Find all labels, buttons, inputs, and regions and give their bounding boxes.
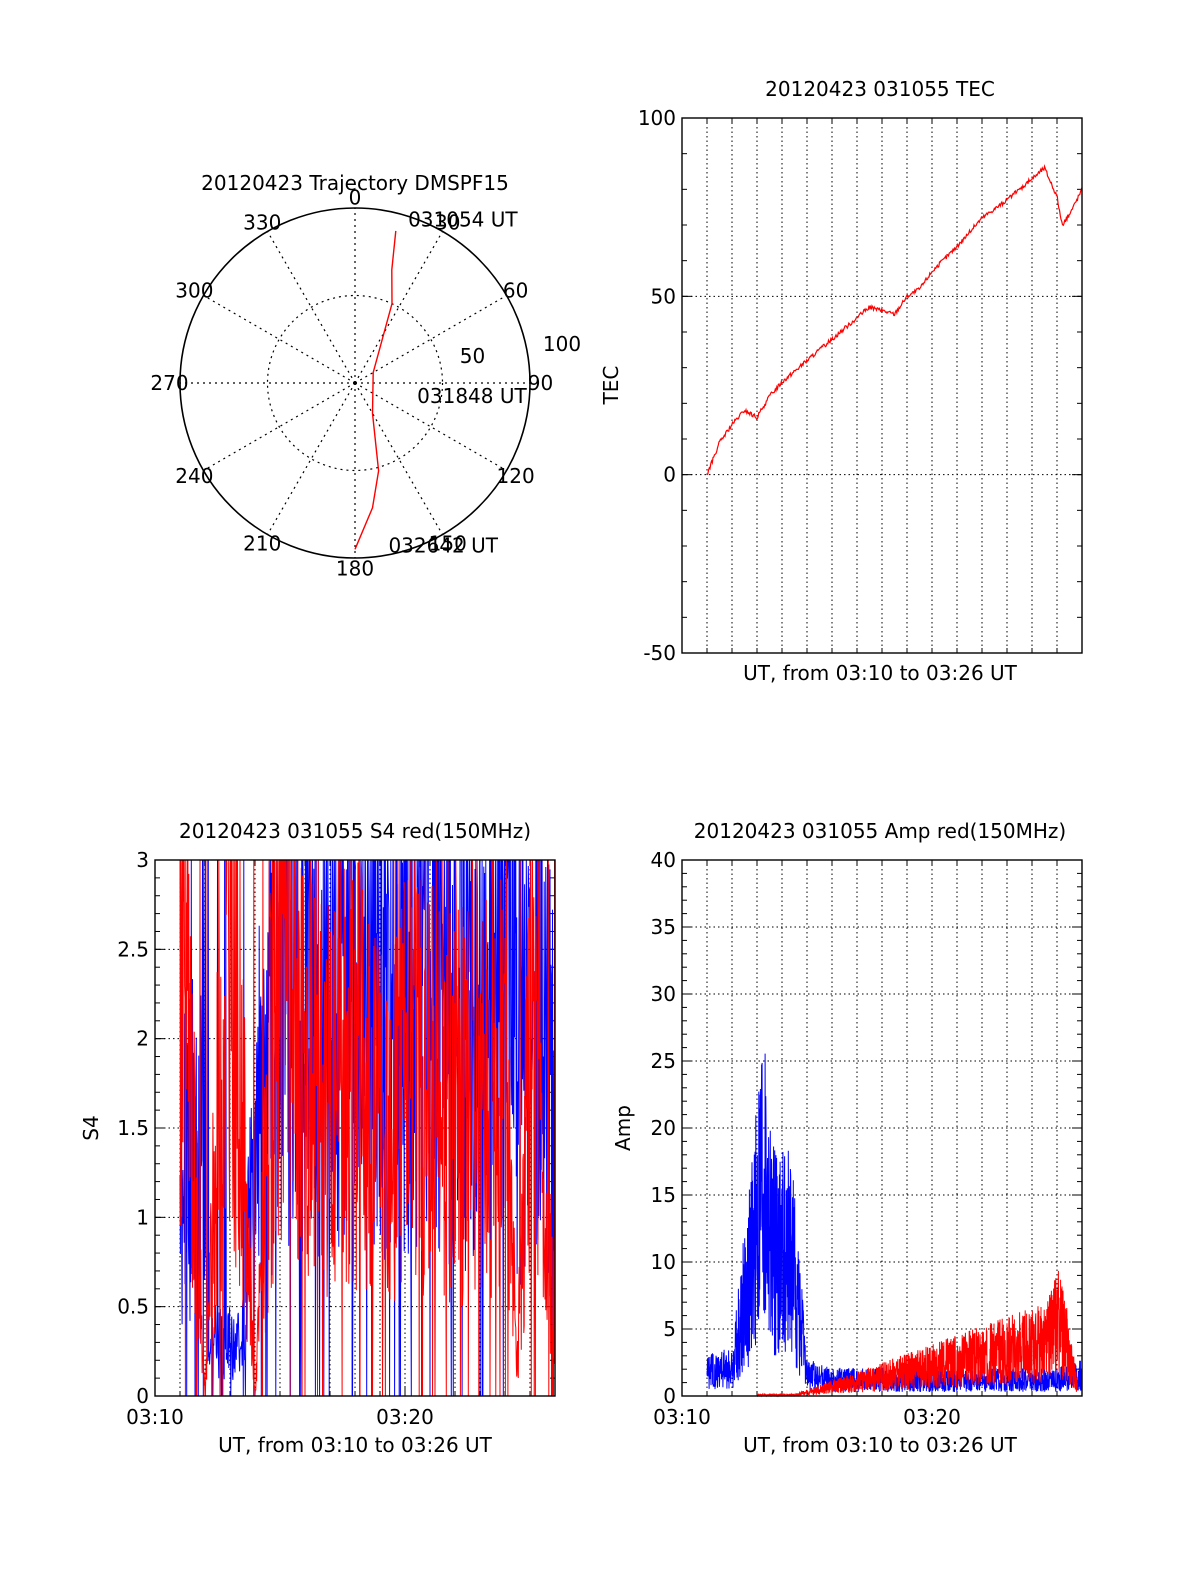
polar-azimuth-label: 60 bbox=[503, 278, 528, 302]
amp-chart: 20120423 031055 Amp red(150MHz) UT, from… bbox=[611, 819, 1083, 1457]
tec-xlabel: UT, from 03:10 to 03:26 UT bbox=[743, 661, 1018, 685]
polar-spoke bbox=[354, 382, 444, 535]
amp-xlabel: UT, from 03:10 to 03:26 UT bbox=[743, 1433, 1018, 1457]
polar-azimuth-label: 300 bbox=[175, 278, 213, 302]
y-tick-label: 10 bbox=[651, 1250, 676, 1274]
polar-azimuth-label: 150 bbox=[429, 532, 467, 556]
y-tick-label: 2 bbox=[136, 1027, 149, 1051]
polar-title: 20120423 Trajectory DMSPF15 bbox=[201, 171, 509, 195]
tec-title: 20120423 031055 TEC bbox=[765, 77, 995, 101]
polar-azimuth-label: 210 bbox=[243, 532, 281, 556]
polar-azimuth-label: 120 bbox=[497, 464, 535, 488]
plot-frame bbox=[154, 859, 556, 1397]
s4-ylabel: S4 bbox=[79, 1115, 103, 1140]
x-tick-label: 03:10 bbox=[126, 1405, 184, 1429]
plot-frame bbox=[681, 117, 1083, 654]
polar-spoke bbox=[354, 231, 444, 384]
y-tick-label: 100 bbox=[638, 106, 676, 130]
polar-time-annotation: 032642 UT bbox=[388, 533, 498, 557]
y-tick-label: 15 bbox=[651, 1183, 676, 1207]
y-tick-label: 50 bbox=[651, 284, 676, 308]
polar-spoke bbox=[203, 294, 356, 384]
polar-azimuth-label: 0 bbox=[349, 186, 362, 210]
y-tick-label: 20 bbox=[651, 1116, 676, 1140]
polar-time-annotation: 031848 UT bbox=[417, 384, 527, 408]
polar-trajectory-line bbox=[354, 230, 397, 550]
y-tick-label: 30 bbox=[651, 982, 676, 1006]
plot-frame bbox=[681, 859, 1083, 1397]
y-tick-label: 0 bbox=[663, 463, 676, 487]
polar-radial-label: 50 bbox=[460, 344, 485, 368]
y-tick-label: 0 bbox=[663, 1384, 676, 1408]
y-tick-label: 0.5 bbox=[117, 1295, 149, 1319]
polar-spoke bbox=[354, 382, 507, 472]
amp-series-blue bbox=[706, 1053, 1083, 1393]
s4-chart: 20120423 031055 S4 red(150MHz) UT, from … bbox=[79, 819, 556, 1457]
x-tick-label: 03:10 bbox=[653, 1405, 711, 1429]
y-tick-label: 25 bbox=[651, 1049, 676, 1073]
s4-xlabel: UT, from 03:10 to 03:26 UT bbox=[218, 1433, 493, 1457]
x-tick-label: 03:20 bbox=[376, 1405, 434, 1429]
polar-radial-label: 100 bbox=[543, 332, 581, 356]
amp-ylabel: Amp bbox=[611, 1105, 635, 1151]
polar-azimuth-label: 90 bbox=[528, 371, 553, 395]
y-tick-label: 3 bbox=[136, 848, 149, 872]
y-tick-label: 35 bbox=[651, 915, 676, 939]
y-tick-label: 1 bbox=[136, 1205, 149, 1229]
polar-trajectory-chart: 20120423 Trajectory DMSPF15 030609012015… bbox=[150, 171, 581, 581]
tec-series-red bbox=[706, 163, 1083, 476]
y-tick-label: 40 bbox=[651, 848, 676, 872]
polar-time-annotation: 031054 UT bbox=[408, 208, 518, 232]
tec-ylabel: TEC bbox=[599, 366, 623, 406]
polar-ring-50 bbox=[266, 294, 444, 472]
tec-chart: 20120423 031055 TEC UT, from 03:10 to 03… bbox=[599, 77, 1083, 685]
polar-azimuth-label: 270 bbox=[150, 371, 188, 395]
polar-azimuth-label: 180 bbox=[336, 557, 374, 581]
polar-azimuth-label: 240 bbox=[175, 464, 213, 488]
y-tick-label: 1.5 bbox=[117, 1116, 149, 1140]
polar-spoke bbox=[266, 231, 356, 384]
polar-azimuth-label: 330 bbox=[243, 210, 281, 234]
y-tick-label: 2.5 bbox=[117, 937, 149, 961]
x-tick-label: 03:20 bbox=[903, 1405, 961, 1429]
y-tick-label: 5 bbox=[663, 1317, 676, 1341]
polar-spoke bbox=[266, 382, 356, 535]
s4-title: 20120423 031055 S4 red(150MHz) bbox=[179, 819, 531, 843]
amp-title: 20120423 031055 Amp red(150MHz) bbox=[694, 819, 1066, 843]
amp-series-red bbox=[756, 1270, 1078, 1398]
polar-outer-circle bbox=[179, 207, 531, 559]
y-tick-label: 0 bbox=[136, 1384, 149, 1408]
polar-spoke bbox=[203, 382, 356, 472]
polar-spoke bbox=[354, 294, 507, 384]
y-tick-label: -50 bbox=[643, 641, 676, 665]
